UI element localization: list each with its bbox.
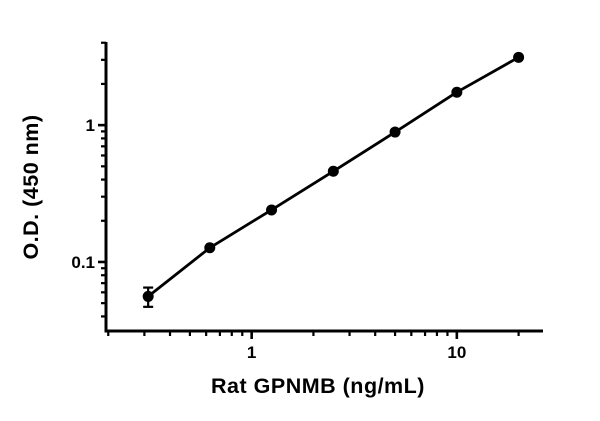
data-point-marker <box>327 165 339 177</box>
y-tick-label: 0.1 <box>71 253 95 272</box>
data-point-marker <box>266 204 278 216</box>
y-axis-label: O.D. (450 nm) <box>19 114 43 259</box>
y-tick-label: 1 <box>86 116 95 135</box>
data-point-marker <box>142 290 154 302</box>
data-point-marker <box>451 86 463 98</box>
x-tick-label: 1 <box>247 343 256 362</box>
x-axis-label: Rat GPNMB (ng/mL) <box>211 374 425 398</box>
data-point-marker <box>513 51 525 63</box>
x-tick-label: 10 <box>447 343 466 362</box>
fit-line <box>146 55 520 298</box>
data-point-marker <box>389 126 401 138</box>
data-point-marker <box>204 242 216 254</box>
